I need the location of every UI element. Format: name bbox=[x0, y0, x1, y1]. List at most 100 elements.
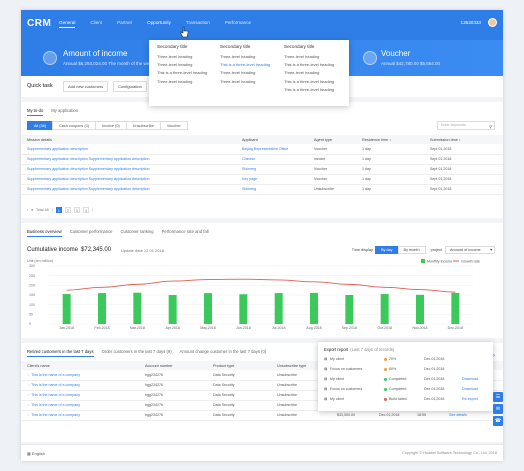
tab-order-customers[interactable]: Order customers in the last 7 days (9) bbox=[101, 349, 172, 354]
col-submission[interactable]: Submission time ↕ bbox=[424, 135, 503, 144]
filter-all[interactable]: All (36) bbox=[27, 121, 54, 130]
star-icon[interactable]: ☆ bbox=[27, 413, 32, 417]
nav-opportunity[interactable]: Opportunity bbox=[147, 20, 171, 25]
tab-my-application[interactable]: My application bbox=[51, 108, 79, 113]
col-agent-type[interactable]: Agent type bbox=[308, 135, 356, 144]
table-cell[interactable]: Beijing Representative Office bbox=[236, 144, 308, 155]
client-name[interactable]: This is the name of a company bbox=[31, 403, 81, 407]
search-icon[interactable]: ⚲ bbox=[489, 124, 492, 129]
table-row[interactable]: Supplementary application description Su… bbox=[21, 184, 503, 195]
nav-performance[interactable]: Performance bbox=[224, 20, 252, 25]
col-mission[interactable]: Mission details bbox=[21, 135, 236, 144]
chat-icon[interactable]: ✉ bbox=[493, 404, 503, 414]
tab-performance-rate[interactable]: Performance rate and fall bbox=[161, 229, 209, 234]
star-icon[interactable]: ☆ bbox=[27, 383, 32, 387]
chevron-right-icon[interactable]: › bbox=[493, 353, 495, 359]
project-select[interactable]: Amount of income ▾ bbox=[445, 246, 495, 254]
page-3[interactable]: 3 bbox=[73, 207, 80, 213]
by-month-button[interactable]: By month bbox=[397, 246, 426, 254]
see-details-link[interactable]: See details bbox=[443, 410, 503, 421]
table-cell[interactable]: Chinese bbox=[236, 154, 308, 165]
star-icon[interactable]: ☆ bbox=[27, 403, 32, 407]
page-2[interactable]: 2 bbox=[64, 207, 71, 213]
table-cell[interactable]: ☆ This is the name of a company bbox=[21, 370, 139, 381]
table-cell[interactable]: Shimeng bbox=[236, 164, 308, 175]
client-name[interactable]: This is the name of a company bbox=[31, 383, 81, 387]
dropdown-item[interactable]: Three-level heading bbox=[220, 54, 256, 59]
stack-icon[interactable]: ☰ bbox=[493, 392, 503, 402]
table-cell[interactable]: ☆ This is the name of a company bbox=[21, 380, 139, 391]
dropdown-item[interactable]: Three-level heading bbox=[157, 78, 193, 84]
dropdown-item[interactable]: This is a three-level heading bbox=[284, 86, 335, 92]
table-row[interactable]: Supplementary application description Bei… bbox=[21, 144, 503, 155]
col-unsubscribe-type[interactable]: Unsubscribe type bbox=[271, 361, 331, 370]
tab-amount-change[interactable]: Amount change customer in the last 7 day… bbox=[179, 349, 267, 354]
tab-business-overview[interactable]: Business overview bbox=[27, 229, 62, 237]
table-cell[interactable]: Supplementary application description bbox=[21, 144, 236, 155]
by-day-button[interactable]: By day bbox=[374, 246, 399, 254]
col-residence[interactable]: Residence time ↕ bbox=[356, 135, 424, 144]
dropdown-item[interactable]: Three-level heading bbox=[157, 62, 193, 68]
dropdown-item[interactable]: Three-level heading bbox=[157, 54, 193, 59]
search-input[interactable]: Enter keywords ⚲ bbox=[437, 121, 495, 130]
table-row[interactable]: ☆ This is the name of a company hgg234276… bbox=[21, 410, 503, 421]
tab-customer-ranking[interactable]: Customer ranking bbox=[120, 229, 154, 234]
user-phone[interactable]: 13530333 bbox=[460, 20, 481, 25]
table-cell[interactable]: Supplementary application description Su… bbox=[21, 184, 236, 195]
headset-icon[interactable]: ☎ bbox=[493, 416, 503, 426]
page-1[interactable]: 1 bbox=[55, 207, 62, 213]
nav-general[interactable]: General bbox=[59, 20, 76, 28]
filter-invoice[interactable]: Invoice (0) bbox=[95, 121, 127, 130]
tab-my-todo[interactable]: My to-do bbox=[27, 108, 44, 116]
table-cell[interactable]: ☆ This is the name of a company bbox=[21, 400, 139, 411]
page-size[interactable]: ▾ bbox=[31, 208, 34, 212]
table-row[interactable]: Supplementary application description Su… bbox=[21, 154, 503, 165]
dropdown-item[interactable]: Three-level heading bbox=[284, 54, 320, 59]
table-cell[interactable]: Supplementary application description Su… bbox=[21, 154, 236, 165]
configuration-button[interactable]: Configuration bbox=[113, 81, 147, 92]
client-name[interactable]: This is the name of a company bbox=[31, 372, 81, 377]
dropdown-item[interactable]: This is a three-level heading bbox=[220, 62, 271, 68]
dropdown-item[interactable]: This is a three-level heading bbox=[284, 78, 335, 84]
col-product-type[interactable]: Product type bbox=[207, 361, 271, 370]
dropdown-item[interactable]: Three-level heading bbox=[284, 70, 320, 76]
col-applicant[interactable]: Applicant bbox=[236, 135, 308, 144]
avatar[interactable] bbox=[488, 18, 497, 27]
export-action[interactable]: Re-export bbox=[462, 397, 478, 401]
col-account-number[interactable]: Account number bbox=[139, 361, 207, 370]
table-row[interactable]: Supplementary application description Su… bbox=[21, 174, 503, 185]
star-icon[interactable]: ☆ bbox=[27, 372, 32, 377]
table-cell[interactable]: Shimeng bbox=[236, 184, 308, 195]
table-cell[interactable]: ☆ This is the name of a company bbox=[21, 390, 139, 401]
star-icon[interactable]: ☆ bbox=[27, 393, 32, 397]
table-row[interactable]: Supplementary application description Su… bbox=[21, 164, 503, 175]
language-switch[interactable]: ▦ English bbox=[27, 451, 45, 456]
tab-retired-customers[interactable]: Retired customers in the last 7 days bbox=[27, 349, 94, 357]
client-name[interactable]: This is the name of a company bbox=[31, 393, 81, 397]
app-window: CRM General Client Partner Opportunity T… bbox=[21, 10, 503, 461]
add-customers-button[interactable]: Add new customers bbox=[63, 81, 109, 92]
page-4[interactable]: 4 bbox=[82, 207, 89, 213]
nav-transaction[interactable]: Transaction bbox=[185, 20, 210, 25]
filter-cash-coupons[interactable]: Cash coupons (0) bbox=[52, 121, 97, 130]
dropdown-item[interactable]: Three-level heading bbox=[220, 78, 256, 84]
table-cell[interactable]: Supplementary application description Su… bbox=[21, 164, 236, 175]
export-action[interactable]: Download bbox=[462, 387, 478, 391]
table-cell[interactable]: Supplementary application description Su… bbox=[21, 174, 236, 185]
nav-partner[interactable]: Partner bbox=[117, 20, 133, 25]
filter-voucher[interactable]: Voucher bbox=[159, 121, 188, 130]
dropdown-item[interactable]: Three-level heading bbox=[220, 70, 256, 76]
filter-unsubscribe[interactable]: Unsubscribe bbox=[125, 121, 161, 130]
export-action[interactable]: Download bbox=[462, 377, 478, 381]
tab-customer-performance[interactable]: Customer performance bbox=[69, 229, 113, 234]
next-icon[interactable]: › bbox=[91, 208, 94, 212]
nav-client[interactable]: Client bbox=[90, 20, 103, 25]
client-name[interactable]: This is the name of a company bbox=[31, 413, 81, 417]
dropdown-item[interactable]: This is a three-level heading bbox=[284, 62, 335, 68]
dropdown-item[interactable]: This is a three-level heading bbox=[157, 70, 208, 76]
table-cell[interactable]: ☆ This is the name of a company bbox=[21, 410, 139, 421]
col-client-name[interactable]: Client's name bbox=[21, 361, 139, 370]
prev-icon[interactable]: ‹ bbox=[51, 208, 53, 212]
table-cell[interactable]: Key page bbox=[236, 174, 308, 185]
prev-page[interactable]: ‹ bbox=[27, 208, 29, 212]
